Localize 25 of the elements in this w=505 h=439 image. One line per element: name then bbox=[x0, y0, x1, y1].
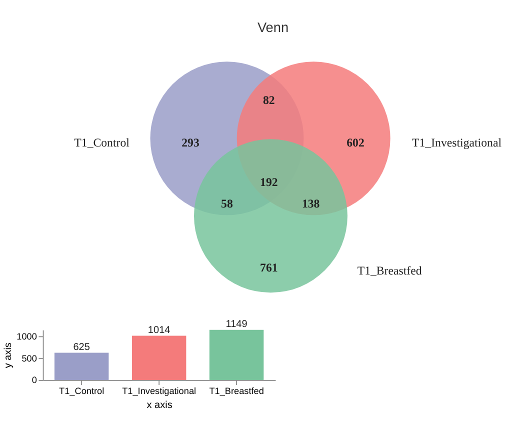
y-tick-label: 500 bbox=[22, 353, 37, 364]
text: 293 bbox=[182, 136, 200, 150]
x-tick-label: T1_Investigational bbox=[122, 386, 196, 396]
y-tick-label: 1000 bbox=[16, 332, 37, 342]
text: 602 bbox=[346, 136, 364, 150]
data-label: 1149 bbox=[226, 319, 248, 330]
text: 761 bbox=[260, 260, 278, 275]
data-label: 1014 bbox=[148, 325, 171, 336]
y-axis-title: y axis bbox=[3, 342, 14, 368]
text: 138 bbox=[302, 196, 320, 211]
bar bbox=[54, 352, 109, 380]
category-label: T1_Control bbox=[74, 136, 130, 150]
text: Venn bbox=[257, 20, 289, 35]
x-tick-label: T1_Breastfed bbox=[209, 386, 264, 396]
x-axis-title: x axis bbox=[146, 400, 172, 411]
text: 58 bbox=[221, 196, 233, 211]
y-tick-label: 0 bbox=[32, 375, 37, 386]
category-label: T1_Breastfed bbox=[357, 263, 422, 278]
data-label: 625 bbox=[73, 342, 90, 353]
bar bbox=[209, 330, 264, 380]
bar bbox=[132, 336, 186, 380]
category-label: T1_Investigational bbox=[412, 136, 502, 150]
text: 82 bbox=[262, 92, 275, 107]
x-tick-label: T1_Control bbox=[59, 386, 104, 396]
text: 192 bbox=[260, 174, 278, 189]
